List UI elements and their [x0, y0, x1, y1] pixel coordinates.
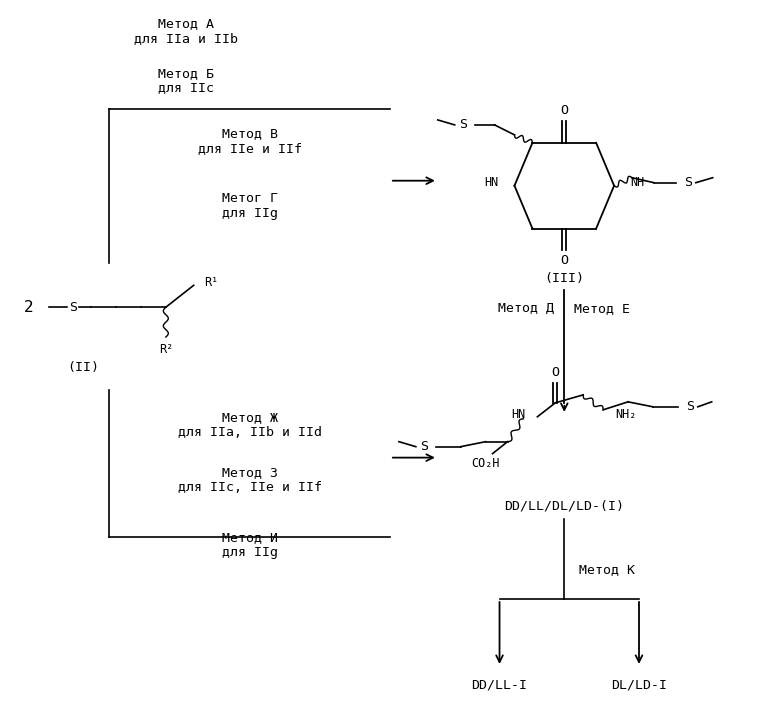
Text: NH₂: NH₂	[615, 408, 637, 421]
Text: O: O	[560, 254, 568, 267]
Text: Метог Г: Метог Г	[223, 192, 278, 205]
Text: S: S	[69, 301, 77, 314]
Text: DL/LD-I: DL/LD-I	[611, 678, 667, 691]
Text: для IIc, IIe и IIf: для IIc, IIe и IIf	[178, 481, 322, 494]
Text: S: S	[684, 176, 692, 189]
Text: O: O	[560, 105, 568, 118]
Text: для IIe и IIf: для IIe и IIf	[199, 142, 302, 155]
Text: для IIа и IIb: для IIа и IIb	[133, 32, 238, 45]
Text: Метод К: Метод К	[579, 562, 635, 575]
Text: S: S	[420, 440, 428, 454]
Text: Метод Д: Метод Д	[498, 301, 554, 314]
Text: для IIg: для IIg	[223, 207, 278, 220]
Text: Метод З: Метод З	[223, 466, 278, 479]
Text: 2: 2	[23, 300, 33, 314]
Text: DD/LL/DL/LD-(I): DD/LL/DL/LD-(I)	[504, 500, 625, 513]
Text: (II): (II)	[67, 361, 99, 374]
Text: (III): (III)	[544, 272, 584, 285]
Text: для IIa, IIb и IId: для IIa, IIb и IId	[178, 426, 322, 439]
Text: R²: R²	[158, 342, 173, 355]
Text: NH: NH	[630, 176, 644, 189]
Text: Метод Е: Метод Е	[575, 301, 630, 314]
Text: Метод А: Метод А	[158, 17, 214, 30]
Text: Метод Б: Метод Б	[158, 66, 214, 79]
Text: для IIc: для IIc	[158, 81, 214, 94]
Text: Метод И: Метод И	[223, 531, 278, 544]
Text: DD/LL-I: DD/LL-I	[471, 678, 528, 691]
Text: для IIg: для IIg	[223, 546, 278, 559]
Text: CO₂H: CO₂H	[471, 457, 500, 470]
Text: S: S	[686, 400, 694, 413]
Text: Метод Ж: Метод Ж	[223, 411, 278, 424]
Text: S: S	[459, 118, 467, 131]
Text: O: O	[551, 366, 559, 379]
Text: HN: HN	[484, 176, 499, 189]
Text: R¹: R¹	[204, 276, 218, 289]
Text: HN: HN	[511, 408, 525, 421]
Text: Метод В: Метод В	[223, 128, 278, 141]
